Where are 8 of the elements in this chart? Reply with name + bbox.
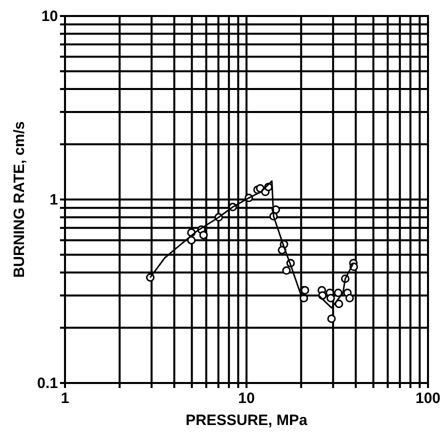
y-axis-title: BURNING RATE, cm/s	[11, 121, 28, 278]
x-tick-label: 1	[60, 390, 70, 407]
y-tick-label: 10	[41, 8, 58, 25]
y-tick-label: 0.1	[37, 375, 58, 392]
x-axis-title: PRESSURE, MPa	[186, 412, 308, 429]
x-tick-label: 100	[415, 390, 441, 407]
y-tick-label: 1	[50, 192, 58, 208]
x-tick-label: 10	[238, 390, 255, 407]
